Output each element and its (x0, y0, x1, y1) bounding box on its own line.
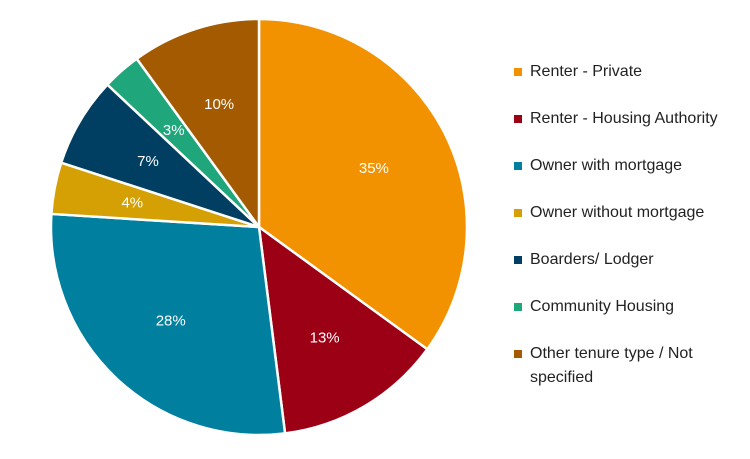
legend-item-renter-private: Renter - Private (514, 60, 744, 84)
legend-item-boarders-lodger: Boarders/ Lodger (514, 248, 744, 272)
legend-label: Boarders/ Lodger (530, 251, 654, 268)
legend-swatch (514, 350, 522, 358)
legend: Renter - Private Renter - Housing Author… (514, 60, 744, 413)
slice-data-label: 10% (204, 96, 234, 113)
legend-item-owner-with-mortgage: Owner with mortgage (514, 154, 744, 178)
legend-label: Community Housing (530, 298, 675, 315)
pie-labels: 35% 13% 28% 4% 7%3% 10% (121, 96, 388, 347)
slice-data-label: 4% (121, 194, 143, 211)
legend-swatch (514, 162, 522, 170)
legend-swatch (514, 209, 522, 217)
legend-item-renter-housing-authority: Renter - Housing Authority (514, 107, 744, 131)
legend-label: Other tenure type / Not specified (530, 345, 693, 386)
legend-swatch (514, 68, 522, 76)
legend-item-other-tenure: Other tenure type / Not specified (514, 342, 744, 390)
slice-data-label: 7% (137, 153, 159, 170)
slice-data-label: 3% (163, 122, 185, 139)
legend-swatch (514, 303, 522, 311)
legend-label: Owner without mortgage (530, 204, 705, 221)
slice-data-label: 13% (310, 330, 340, 347)
slice-data-label: 28% (156, 313, 186, 330)
slice-data-label: 35% (359, 160, 389, 177)
legend-label: Renter - Private (530, 63, 643, 80)
legend-swatch (514, 256, 522, 264)
legend-swatch (514, 115, 522, 123)
legend-item-owner-without-mortgage: Owner without mortgage (514, 201, 744, 225)
pie-slice (135, 17, 261, 229)
legend-item-community-housing: Community Housing (514, 295, 744, 319)
legend-label: Owner with mortgage (530, 157, 683, 174)
pie-slices (49, 17, 469, 437)
pie-slice (257, 17, 469, 351)
pie-slice (257, 225, 429, 435)
legend-label: Renter - Housing Authority (530, 110, 718, 127)
pie-slice (49, 212, 287, 437)
